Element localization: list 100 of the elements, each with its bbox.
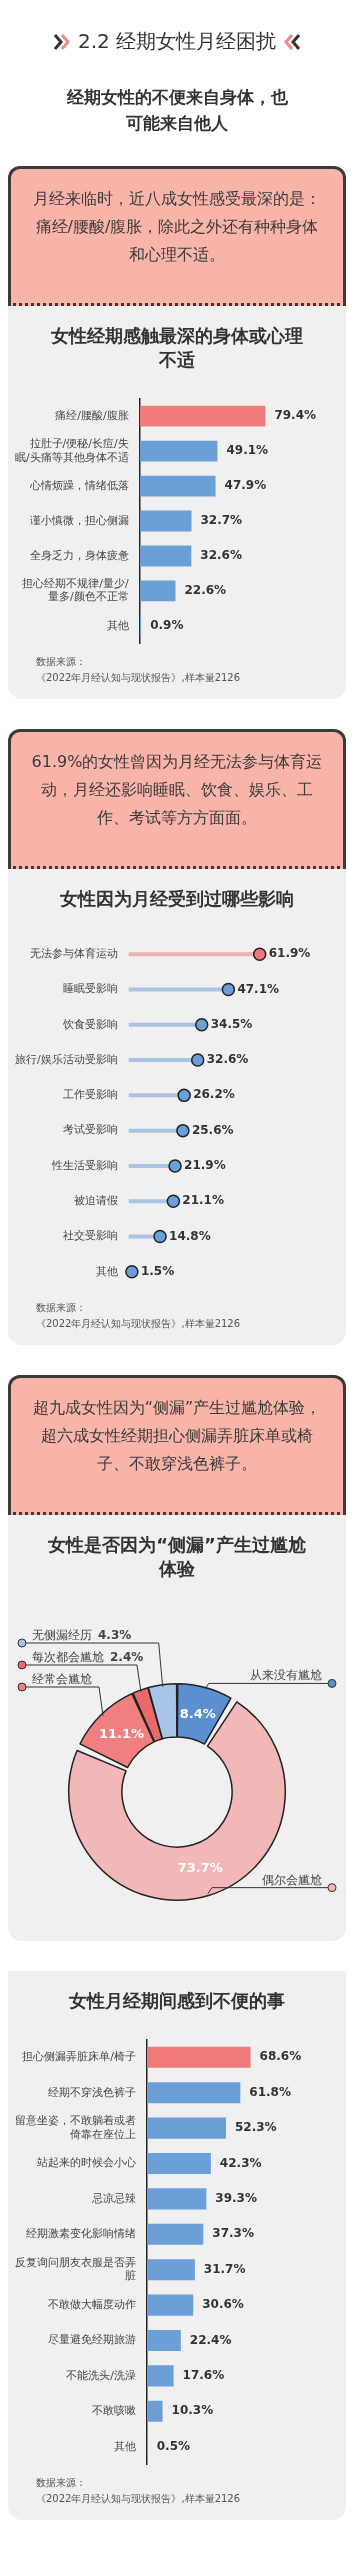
data-label: 52.3% <box>234 2120 277 2135</box>
y-tick-label: 饮食受影响 <box>61 1017 118 1031</box>
slice-label: 从来没有尴尬 <box>250 1668 322 1683</box>
y-tick-label: 考试受影响 <box>62 1123 118 1137</box>
chart-title: 女性因为月经受到过哪些影响 <box>59 886 295 911</box>
data-label: 32.6% <box>200 547 242 562</box>
y-tick-label: 旅行/娱乐活动受影响 <box>14 1052 118 1066</box>
y-tick-label: 社交受影响 <box>62 1229 118 1243</box>
bar <box>147 2329 181 2351</box>
data-label: 1.5% <box>140 1263 175 1278</box>
y-tick-label: 其他 <box>106 618 129 632</box>
y-tick-label: 担心经期不规律/量少/量多/颜色不正常 <box>22 576 129 603</box>
legend-label: 无侧漏经历 <box>32 1628 92 1643</box>
bar <box>139 405 266 427</box>
text: 超九成女性因为“侧漏”产生过尴尬体验，超六成女性经期担心侧漏弄脏床单或椅子、不敢穿浅色裤子。 <box>8 1374 346 1515</box>
data-label: 14.8% <box>169 1228 211 1243</box>
data-label: 73.7% <box>177 1860 223 1876</box>
data-label: 17.6% <box>182 2367 225 2382</box>
data-label: 26.2% <box>193 1087 235 1102</box>
data-label: 25.6% <box>191 1122 234 1137</box>
y-tick-label: 工作受影响 <box>62 1088 118 1102</box>
text: 《2022年月经认知与现状报告》,样本量2126 <box>36 1316 242 1331</box>
bar <box>139 440 218 462</box>
data-label: 30.6% <box>202 2297 244 2312</box>
data-label: 11.1% <box>98 1726 145 1742</box>
bar <box>147 2117 226 2139</box>
data-label: 61.9% <box>268 946 311 961</box>
y-tick-label: 其他 <box>114 2439 136 2453</box>
y-tick-label: 反复询问朋友衣服是否弄脏 <box>15 2255 136 2282</box>
bar <box>139 510 192 531</box>
bar <box>147 2081 241 2104</box>
bar <box>139 545 192 566</box>
y-tick-label: 不敢做大幅度动作 <box>48 2297 136 2311</box>
y-tick-label: 站起来的时候会小心 <box>37 2156 136 2170</box>
data-label: 10.3% <box>171 2403 214 2418</box>
data-label: 21.1% <box>182 1193 224 1208</box>
bar <box>139 475 216 497</box>
y-tick-label: 不敢咳嗽 <box>92 2403 136 2417</box>
chart-title: 女性月经期间感到不便的事 <box>68 1989 286 2014</box>
y-tick-label: 心情烦躁，情绪低落 <box>28 478 129 492</box>
data-label: 68.6% <box>259 2049 302 2064</box>
y-tick-label: 忌凉忌辣 <box>91 2191 136 2205</box>
data-label: 0.5% <box>156 2438 191 2453</box>
point <box>125 1264 139 1279</box>
data-label: 39.3% <box>215 2190 257 2205</box>
legend-label: 经常会尴尬 <box>32 1672 92 1687</box>
point <box>153 1229 167 1244</box>
data-label: 79.4% <box>274 407 317 422</box>
data-label: 34.5% <box>210 1016 253 1031</box>
y-tick-label: 经期激素变化影响情绪 <box>26 2226 136 2240</box>
point <box>177 1088 191 1102</box>
bar <box>147 2046 251 2068</box>
y-tick-label: 无法参与体育运动 <box>29 946 118 960</box>
y-tick-label: 不能洗头/洗澡 <box>66 2368 136 2382</box>
data-label: 37.3% <box>212 2226 254 2241</box>
slice-label: 偶尔会尴尬 <box>262 1873 322 1888</box>
bar <box>139 580 176 601</box>
text: 61.9%的女性曾因为月经无法参与体育运动，月经还影响睡眠、饮食、娱乐、工作、考试等方方面面。 <box>8 728 346 869</box>
y-tick-label: 留意坐姿，不敢躺着或者倚靠在座位上 <box>15 2114 136 2141</box>
text: 月经来临时，近八成女性感受最深的是：痛经/腰酸/腹胀，除此之外还有种种身体和心理不适。 <box>8 166 346 306</box>
data-label: 4.3% <box>98 1628 132 1643</box>
y-tick-label: 全身乏力，身体疲惫 <box>29 548 129 562</box>
y-tick-label: 经期不穿浅色裤子 <box>48 2085 136 2099</box>
data-label: 22.4% <box>189 2332 232 2347</box>
data-label: 32.6% <box>206 1052 249 1067</box>
source-note: 数据来源： <box>36 654 87 669</box>
chart-title: 女性经期感触最深的身体或心理不适 <box>50 324 304 373</box>
data-label: 32.7% <box>200 512 243 527</box>
point <box>190 1053 205 1067</box>
source-note: 数据来源： <box>36 1300 87 1315</box>
data-label: 61.8% <box>249 2084 291 2099</box>
data-label: 2.4% <box>110 1650 144 1665</box>
data-label: 42.3% <box>219 2155 262 2170</box>
text: 《2022年月经认知与现状报告》,样本量2126 <box>36 670 242 685</box>
point <box>194 1017 209 1032</box>
data-label: 21.9% <box>184 1157 226 1172</box>
bar <box>147 2223 204 2245</box>
data-label: 22.6% <box>184 582 227 597</box>
legend-label: 每次都会尴尬 <box>32 1650 104 1665</box>
text: 2.2 经期女性月经困扰 <box>77 28 277 55</box>
data-label: 0.9% <box>150 617 184 632</box>
data-label: 49.1% <box>226 442 269 457</box>
y-tick-label: 睡眠受影响 <box>62 982 118 996</box>
y-tick-label: 担心侧漏弄脏床单/椅子 <box>22 2049 136 2063</box>
y-tick-label: 谨小慎微，担心侧漏 <box>29 513 129 527</box>
chart-title: 女性是否因为“侧漏”产生过尴尬体验 <box>48 1532 306 1582</box>
data-label: 31.7% <box>203 2261 246 2276</box>
point <box>168 1159 182 1173</box>
bar <box>147 2188 207 2210</box>
data-label: 47.9% <box>224 477 267 492</box>
text: 经期女性的不便来自身体，也可能来自他人 <box>65 86 289 135</box>
point <box>166 1194 181 1208</box>
bar <box>147 2152 211 2174</box>
y-tick-label: 性生活受影响 <box>50 1158 118 1172</box>
bar <box>147 2365 174 2387</box>
bar <box>147 2258 195 2281</box>
bar <box>147 2400 163 2422</box>
y-tick-label: 痛经/腰酸/腹胀 <box>55 408 129 422</box>
y-tick-label: 尽量避免经期旅游 <box>48 2333 136 2347</box>
data-label: 8.4% <box>179 1706 216 1722</box>
